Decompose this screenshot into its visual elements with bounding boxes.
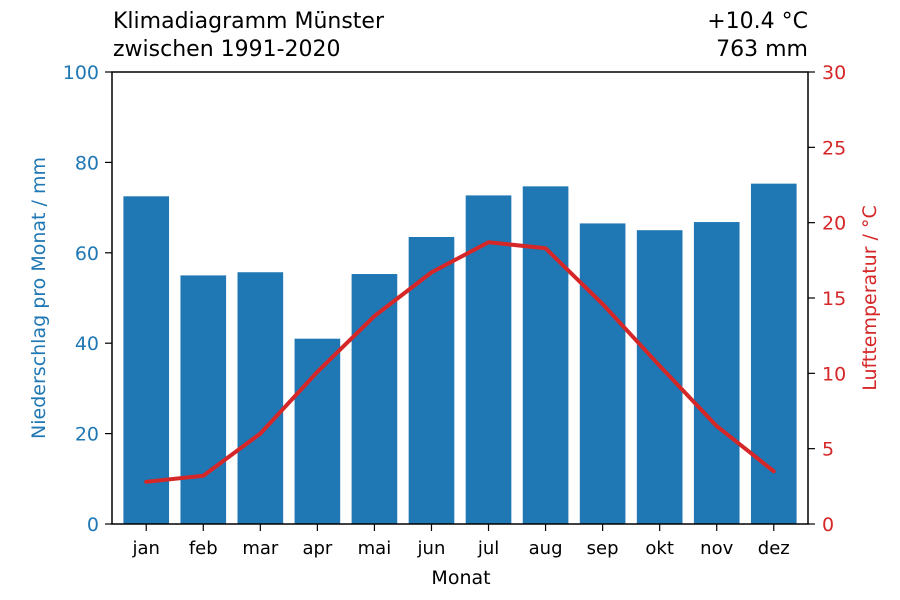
- y-left-tick-label-20: 20: [75, 424, 99, 446]
- precipitation-bar-nov: [693, 222, 740, 524]
- x-tick-label-aug: aug: [529, 538, 563, 559]
- precipitation-bar-dez: [750, 183, 797, 524]
- y-right-tick-label-10: 10: [822, 363, 846, 385]
- y-axis-right: 0 5 10 15 20 25 30: [808, 62, 846, 536]
- y-axis-left-label: Niederschlag pro Monat / mm: [28, 157, 50, 439]
- precipitation-bar-apr: [294, 338, 341, 524]
- x-axis-label: Monat: [431, 567, 490, 589]
- x-tick-label-mai: mai: [358, 538, 392, 559]
- annual-summary-block: +10.4 °C 763 mm: [707, 8, 808, 64]
- x-tick-label-jun: jun: [417, 538, 446, 559]
- chart-title: Klimadiagramm Münster: [113, 9, 385, 34]
- y-axis-left: 0 20 40 60 80 100: [63, 62, 112, 536]
- x-tick-label-okt: okt: [645, 538, 674, 559]
- x-tick-label-feb: feb: [189, 538, 218, 559]
- chart-subtitle: zwischen 1991-2020: [113, 37, 341, 62]
- x-tick-label-jan: jan: [132, 538, 160, 559]
- x-tick-label-sep: sep: [587, 538, 619, 559]
- y-left-tick-label-60: 60: [75, 243, 99, 265]
- y-left-tick-label-40: 40: [75, 333, 99, 355]
- y-right-tick-label-5: 5: [822, 439, 834, 461]
- x-tick-label-jul: jul: [477, 538, 499, 559]
- precipitation-bar-aug: [522, 186, 569, 525]
- temperature-series: [144, 240, 776, 484]
- x-tick-label-nov: nov: [700, 538, 733, 559]
- x-axis: jan feb mar apr mai jun jul aug sep okt nov dez: [132, 524, 790, 559]
- precipitation-bars: [123, 183, 797, 525]
- x-tick-label-mar: mar: [242, 538, 279, 559]
- chart-title-block: Klimadiagramm Münster zwischen 1991-2020: [113, 8, 384, 64]
- y-left-tick-label-100: 100: [63, 62, 99, 84]
- y-axis-right-label: Lufttemperatur / °C: [859, 205, 881, 391]
- precipitation-bar-jan: [123, 196, 170, 525]
- y-right-tick-label-25: 25: [822, 137, 846, 159]
- y-left-tick-label-0: 0: [87, 514, 99, 536]
- precipitation-bar-mar: [237, 272, 284, 524]
- x-tick-label-apr: apr: [302, 538, 332, 559]
- precipitation-bar-sep: [579, 223, 626, 525]
- y-right-tick-label-0: 0: [822, 514, 834, 536]
- y-right-tick-label-15: 15: [822, 288, 846, 310]
- y-right-tick-label-30: 30: [822, 62, 846, 84]
- annual-temperature: +10.4 °C: [707, 9, 808, 34]
- y-right-tick-label-20: 20: [822, 213, 846, 235]
- temperature-line: [144, 240, 776, 484]
- precipitation-bar-mai: [351, 274, 398, 524]
- precipitation-bar-jun: [408, 236, 455, 525]
- y-left-tick-label-80: 80: [75, 152, 99, 174]
- precipitation-bar-feb: [180, 275, 227, 524]
- x-tick-label-dez: dez: [758, 538, 790, 559]
- precipitation-bar-okt: [636, 230, 683, 524]
- annual-precipitation: 763 mm: [716, 37, 808, 62]
